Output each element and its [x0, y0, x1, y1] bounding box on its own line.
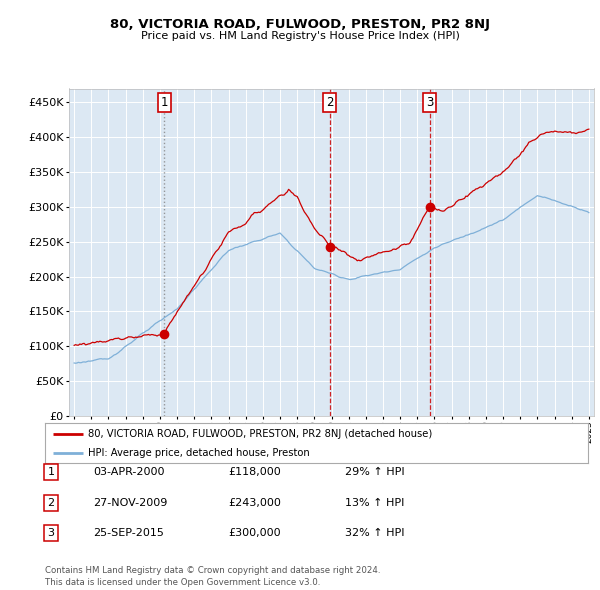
- Text: 29% ↑ HPI: 29% ↑ HPI: [345, 467, 404, 477]
- Text: 2: 2: [47, 498, 55, 507]
- Text: 32% ↑ HPI: 32% ↑ HPI: [345, 529, 404, 538]
- Text: Contains HM Land Registry data © Crown copyright and database right 2024.
This d: Contains HM Land Registry data © Crown c…: [45, 566, 380, 587]
- Text: 80, VICTORIA ROAD, FULWOOD, PRESTON, PR2 8NJ: 80, VICTORIA ROAD, FULWOOD, PRESTON, PR2…: [110, 18, 490, 31]
- Text: 27-NOV-2009: 27-NOV-2009: [93, 498, 167, 507]
- Text: 3: 3: [47, 529, 55, 538]
- Text: 80, VICTORIA ROAD, FULWOOD, PRESTON, PR2 8NJ (detached house): 80, VICTORIA ROAD, FULWOOD, PRESTON, PR2…: [88, 429, 433, 439]
- Text: Price paid vs. HM Land Registry's House Price Index (HPI): Price paid vs. HM Land Registry's House …: [140, 31, 460, 41]
- Text: £300,000: £300,000: [228, 529, 281, 538]
- Text: £243,000: £243,000: [228, 498, 281, 507]
- Text: 3: 3: [426, 96, 433, 109]
- Text: £118,000: £118,000: [228, 467, 281, 477]
- Text: 1: 1: [47, 467, 55, 477]
- Text: 1: 1: [160, 96, 168, 109]
- Text: HPI: Average price, detached house, Preston: HPI: Average price, detached house, Pres…: [88, 448, 310, 458]
- Text: 13% ↑ HPI: 13% ↑ HPI: [345, 498, 404, 507]
- Text: 2: 2: [326, 96, 334, 109]
- Text: 25-SEP-2015: 25-SEP-2015: [93, 529, 164, 538]
- Text: 03-APR-2000: 03-APR-2000: [93, 467, 164, 477]
